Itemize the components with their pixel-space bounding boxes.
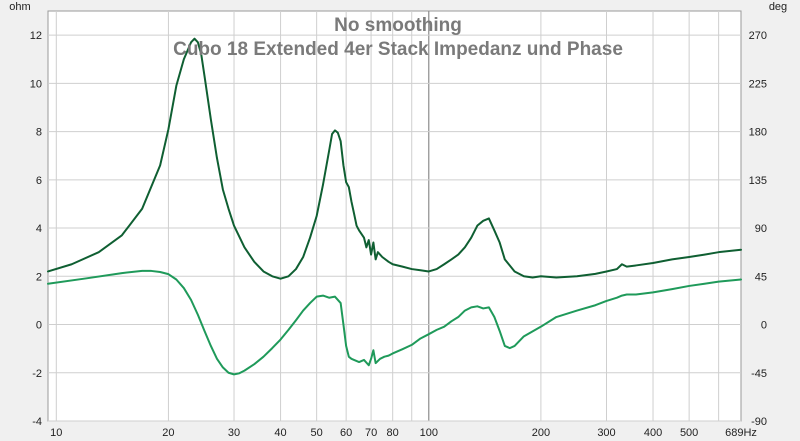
y-left-tick-label: 12 [30,30,42,42]
x-tick-label: 40 [274,427,286,439]
impedance-line [47,37,742,280]
series-lines [47,37,742,376]
y-right-tick-label: 225 [749,78,767,90]
x-tick-label: 300 [597,427,615,439]
y-right-tick-label: 45 [755,271,767,283]
y-right-tick-label: 0 [761,320,767,332]
y-left-tick-label: 2 [36,271,42,283]
chart-title: No smoothing [334,15,462,36]
x-tick-label: 100 [420,427,438,439]
y-left-tick-label: 0 [36,320,42,332]
x-tick-label: 400 [644,427,662,439]
y-right-tick-label: 90 [755,223,767,235]
x-tick-label: 30 [228,427,240,439]
left-axis-unit-label: ohm [9,1,30,13]
y-right-tick-label: -45 [751,368,767,380]
tick-labels: 10 20 30 40 50 60 70 80 100 200 300 400 500 689Hz-4-2… [30,30,767,439]
y-left-tick-label: -4 [32,416,42,428]
x-tick-label: 20 [162,427,174,439]
x-tick-label: 200 [532,427,550,439]
x-tick-label: 60 [340,427,352,439]
y-right-tick-label: -90 [751,416,767,428]
chart-subtitle: Cubo 18 Extended 4er Stack Impedanz und … [173,39,623,60]
x-tick-label: 80 [387,427,399,439]
right-axis-unit-label: deg [769,1,787,13]
x-tick-label: 500 [680,427,698,439]
y-right-tick-label: 135 [749,175,767,187]
x-tick-label: 689Hz [725,427,757,439]
plot-area [47,10,742,422]
y-left-tick-label: -2 [32,368,42,380]
y-left-tick-label: 10 [30,78,42,90]
y-left-tick-label: 8 [36,127,42,139]
x-tick-label: 10 [50,427,62,439]
x-tick-label: 50 [311,427,323,439]
grid-lines [48,11,741,422]
y-left-tick-label: 4 [36,223,42,235]
x-tick-label: 70 [365,427,377,439]
y-right-tick-label: 180 [749,127,767,139]
y-left-tick-label: 6 [36,175,42,187]
phase-line [47,269,742,376]
y-right-tick-label: 270 [749,30,767,42]
